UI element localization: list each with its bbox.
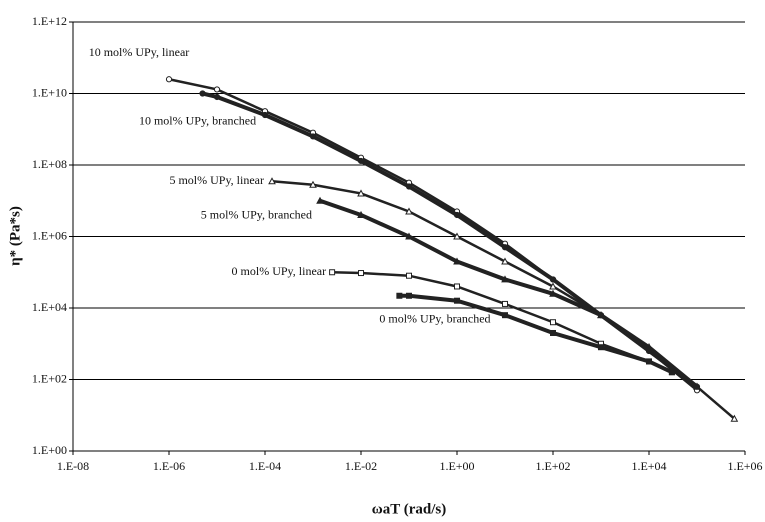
marker [550, 319, 556, 326]
marker [406, 292, 412, 299]
marker [501, 257, 509, 265]
marker [405, 232, 413, 240]
x-tick-label: 1.E-08 [57, 459, 89, 473]
series-label: 0 mol% UPy, branched [379, 312, 490, 326]
marker [597, 311, 605, 319]
x-tick-label: 1.E-06 [153, 459, 185, 473]
marker [453, 257, 461, 265]
marker [693, 382, 701, 390]
marker [668, 369, 675, 376]
y-axis-title: η* (Pa*s) [7, 206, 23, 266]
marker [199, 90, 206, 97]
marker [396, 292, 403, 299]
y-tick-label: 1.E+08 [32, 157, 67, 171]
marker [309, 133, 317, 140]
marker [357, 189, 365, 197]
y-tick-label: 1.E+12 [32, 14, 67, 28]
marker [454, 283, 460, 290]
marker [550, 329, 556, 336]
marker [453, 232, 461, 240]
marker [502, 300, 508, 307]
marker [549, 289, 557, 297]
marker [405, 207, 413, 215]
marker [730, 414, 739, 422]
series-line [271, 180, 736, 420]
marker [645, 343, 653, 351]
marker [316, 196, 324, 204]
series-label: 5 mol% UPy, branched [201, 208, 312, 222]
series-label: 10 mol% UPy, linear [89, 45, 190, 59]
series-label: 10 mol% UPy, branched [139, 113, 256, 127]
series-line [399, 293, 673, 375]
x-tick-label: 1.E-02 [345, 459, 377, 473]
y-tick-label: 1.E+02 [32, 371, 67, 385]
marker [549, 282, 557, 290]
y-tick-label: 1.E+00 [32, 443, 67, 457]
x-axis-title: ωaT (rad/s) [372, 501, 446, 517]
marker [165, 76, 173, 83]
marker [261, 111, 269, 119]
x-tick-label: 1.E+04 [631, 459, 666, 473]
marker [357, 210, 365, 218]
marker [358, 270, 364, 277]
y-tick-label: 1.E+10 [32, 85, 67, 99]
marker [406, 272, 412, 279]
marker [598, 344, 604, 351]
marker [501, 244, 509, 251]
marker [268, 177, 276, 185]
series-label: 5 mol% UPy, linear [169, 173, 264, 187]
marker [405, 183, 413, 190]
x-tick-label: 1.E+02 [535, 459, 570, 473]
marker [646, 358, 652, 365]
x-tick-label: 1.E-04 [249, 459, 281, 473]
marker [357, 157, 365, 165]
marker [454, 297, 460, 304]
y-tick-label: 1.E+06 [32, 228, 67, 242]
marker [213, 86, 221, 93]
x-tick-label: 1.E+00 [439, 459, 474, 473]
marker [329, 269, 336, 276]
marker [501, 275, 509, 283]
y-tick-label: 1.E+04 [32, 300, 67, 314]
marker [453, 211, 461, 219]
marker [309, 180, 317, 188]
series-line [202, 91, 699, 389]
marker [213, 93, 221, 101]
series-label: 0 mol% UPy, linear [232, 264, 327, 278]
marker [549, 276, 557, 283]
marker [502, 312, 508, 319]
x-tick-label: 1.E+06 [727, 459, 762, 473]
